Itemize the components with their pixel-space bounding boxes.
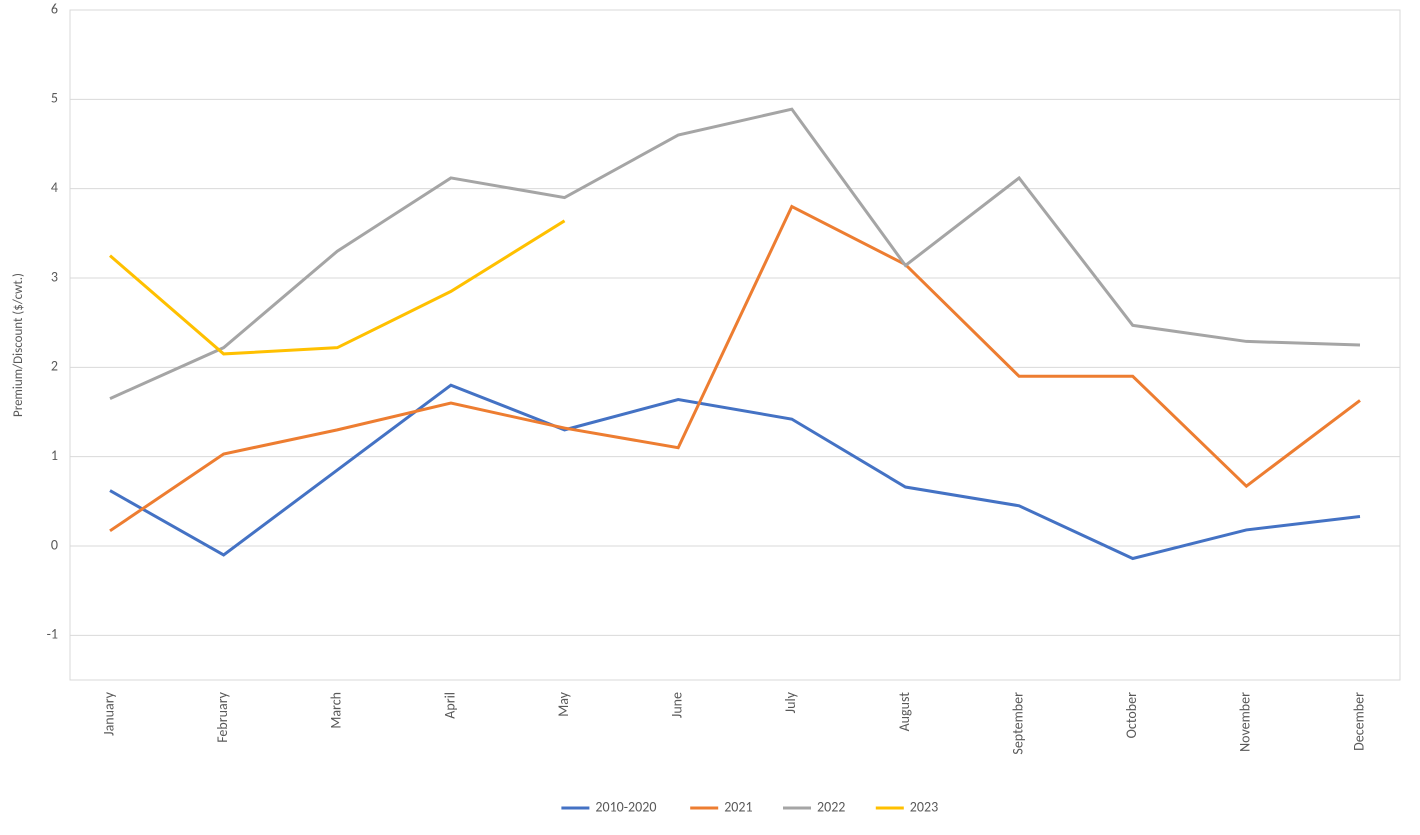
- x-tick-label: May: [555, 691, 572, 716]
- y-axis-title: Premium/Discount ($/cwt.): [11, 273, 26, 417]
- y-tick-label: 5: [51, 90, 58, 107]
- y-tick-label: 4: [51, 179, 58, 196]
- legend-label: 2022: [817, 798, 845, 815]
- chart-container: -1 0 1 2 3 4 5 6 January February March April May Jun…: [0, 0, 1420, 835]
- series-line: [110, 385, 1360, 558]
- x-tick-label: September: [1009, 692, 1026, 755]
- y-tick-label: 1: [51, 447, 58, 464]
- legend-label: 2021: [724, 798, 752, 815]
- x-tick-label: February: [214, 691, 231, 742]
- plot-area: [70, 10, 1400, 680]
- x-tick-label: April: [441, 692, 458, 719]
- x-tick-label: June: [669, 692, 686, 718]
- x-tick-label: December: [1350, 692, 1367, 751]
- series-line: [110, 109, 1360, 398]
- y-tick-label: 0: [51, 536, 58, 553]
- series-line: [110, 207, 1360, 531]
- legend-label: 2023: [910, 798, 938, 815]
- x-tick-label: January: [100, 691, 117, 736]
- legend-label: 2010-2020: [595, 798, 656, 815]
- y-tick-label: 2: [51, 358, 58, 375]
- x-tick-label: July: [782, 691, 799, 713]
- legend: 2010-2020 2021 2022 2023: [561, 798, 938, 815]
- x-tick-label: November: [1237, 692, 1254, 752]
- y-tick-label: 6: [51, 0, 58, 17]
- y-tick-label: -1: [47, 626, 58, 643]
- x-tick-label: August: [896, 692, 913, 732]
- series-line: [110, 221, 565, 354]
- x-tick-label: October: [1123, 692, 1140, 738]
- line-chart: -1 0 1 2 3 4 5 6 January February March April May Jun…: [0, 0, 1420, 835]
- x-tick-label: March: [328, 692, 345, 729]
- y-tick-label: 3: [51, 268, 58, 285]
